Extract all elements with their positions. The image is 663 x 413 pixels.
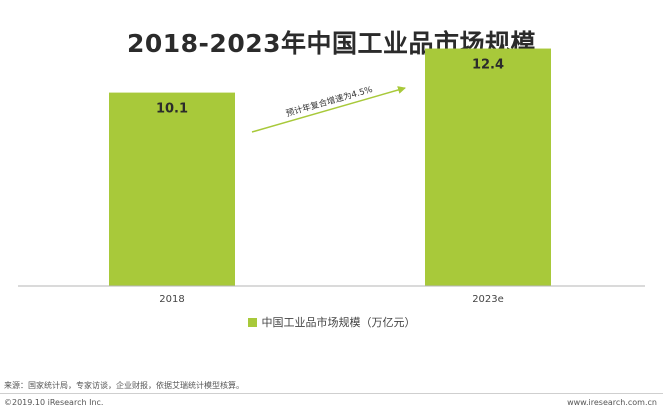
copyright-text: ©2019.10 iResearch Inc. [4, 398, 104, 407]
legend-swatch [247, 318, 257, 327]
website-link[interactable]: www.iresearch.com.cn [567, 398, 657, 407]
bar-2023e [425, 48, 551, 286]
x-tick-label-2018: 2018 [159, 294, 184, 305]
data-label-2023e: 12.4 [472, 58, 504, 73]
growth-arrow [251, 86, 406, 133]
chart-legend: 中国工业品市场规模（万亿元） [0, 314, 663, 330]
footer-divider [0, 393, 663, 394]
x-tick-label-2023e: 2023e [472, 294, 504, 305]
data-label-2018: 10.1 [156, 102, 188, 117]
legend-label: 中国工业品市场规模（万亿元） [261, 316, 416, 329]
source-note: 来源：国家统计局，专家访谈，企业财报，依据艾瑞统计模型核算。 [4, 381, 244, 390]
growth-annotation: 预计年复合增速为4.5% [285, 84, 374, 119]
bar-2018 [109, 92, 235, 287]
